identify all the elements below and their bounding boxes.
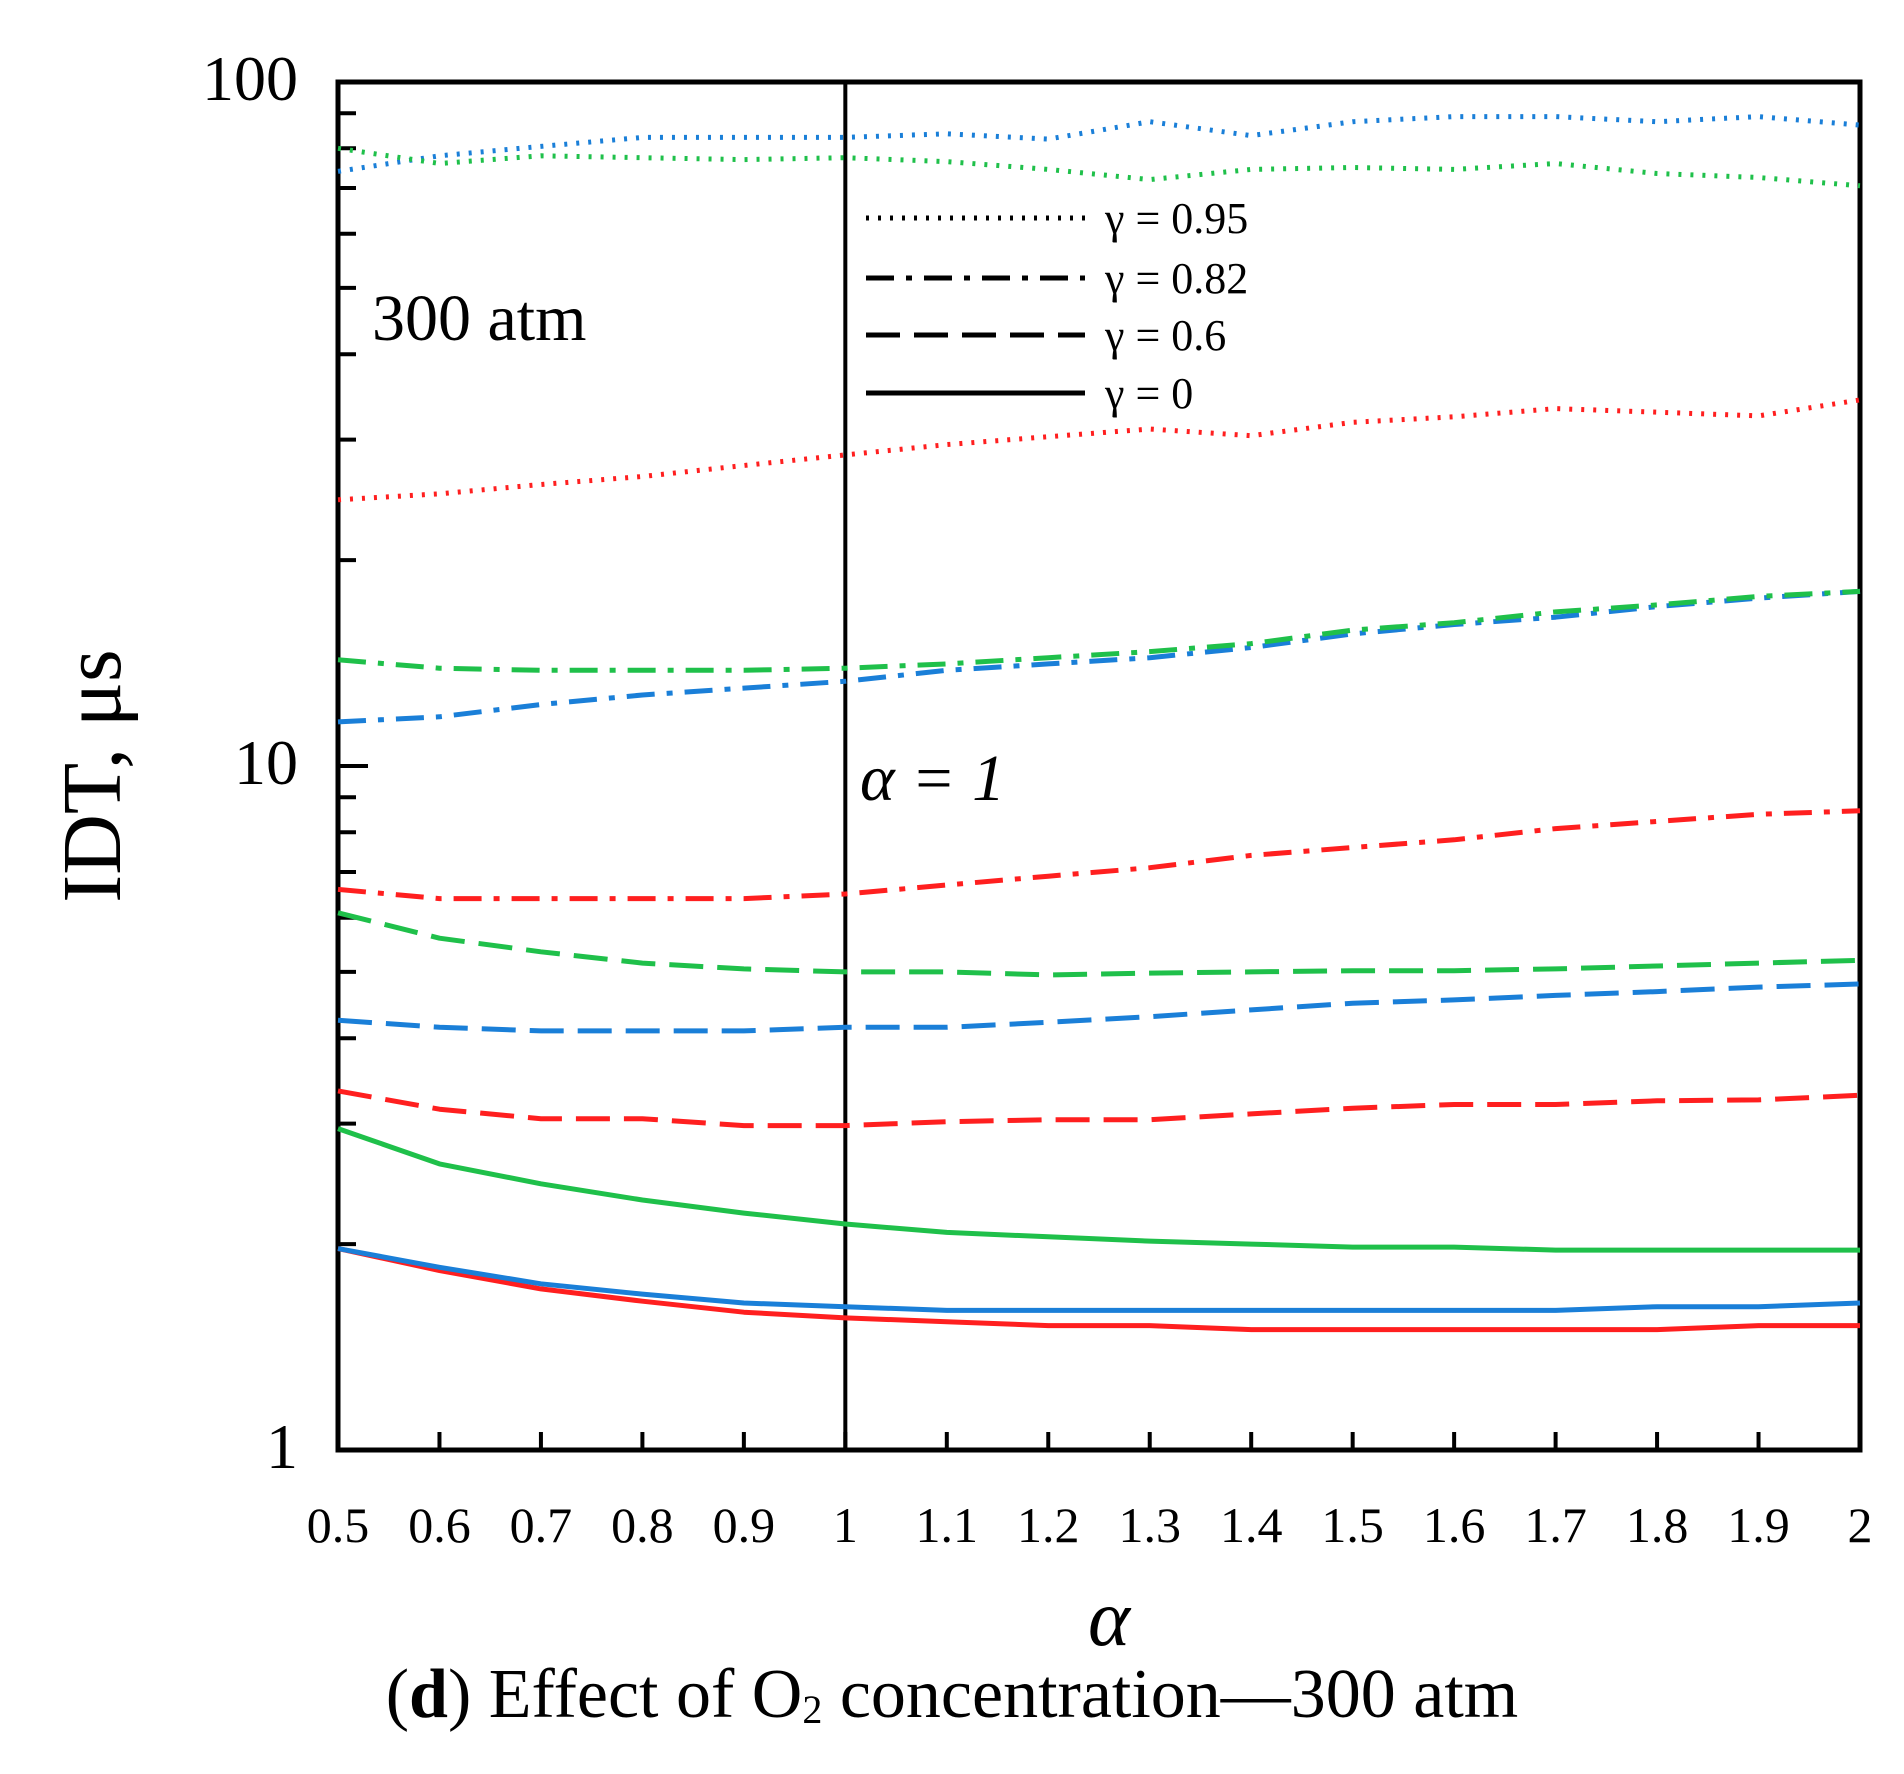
y-tick-label: 10	[234, 727, 298, 798]
x-tick-label: 1.9	[1727, 1497, 1790, 1553]
x-tick-label: 0.5	[307, 1497, 370, 1553]
x-tick-label: 1.7	[1524, 1497, 1587, 1553]
caption-close-paren: )	[447, 1656, 472, 1733]
series-group	[337, 114, 1861, 1333]
series-line-red-dotted	[337, 397, 1861, 503]
legend-label: γ = 0	[1104, 369, 1193, 418]
alpha-annotation: α = 1	[860, 742, 1005, 815]
idt-chart: γ = 0.95γ = 0.82γ = 0.6γ = 0 0.5 0.6 0.7 0.…	[46, 43, 1873, 1650]
x-tick-label: 0.9	[713, 1497, 776, 1553]
series-line-green-dashed	[337, 910, 1861, 978]
series-line-green-solid	[337, 1126, 1860, 1253]
labels: 0.5 0.6 0.7 0.8 0.9 1 1.1 1.2 1.3 1.4 1.5 1.6 1.7 1.8…	[46, 43, 1873, 1650]
series-line-blue-dashed	[337, 981, 1861, 1034]
legend: γ = 0.95 γ = 0.82 γ = 0.6 γ = 0	[866, 194, 1248, 418]
pressure-annotation: 300 atm	[372, 282, 586, 355]
y-tick-label: 100	[202, 43, 298, 114]
x-tick-label: 1.4	[1220, 1497, 1283, 1553]
series-line-red-dashed	[337, 1088, 1861, 1129]
series-line-red-solid	[337, 1246, 1860, 1333]
x-tick-label: 1.2	[1017, 1497, 1080, 1553]
legend-label: γ = 0.95	[1104, 194, 1248, 243]
series-line-green-dash-dot	[337, 588, 1861, 673]
series-line-red-dash-dot	[337, 808, 1861, 902]
series-line-blue-solid	[337, 1246, 1861, 1313]
x-tick-label: 0.8	[611, 1497, 674, 1553]
series-line-blue-dash-dot	[337, 588, 1861, 725]
caption-text: Effect of O	[488, 1656, 803, 1733]
legend-label: γ = 0.82	[1104, 254, 1248, 303]
legend-label: γ = 0.6	[1104, 311, 1226, 360]
series-line-blue-dotted	[337, 114, 1861, 174]
caption-text-rest: concentration—300 atm	[839, 1656, 1519, 1733]
y-axis-label: IDT, μs	[46, 649, 139, 902]
x-tick-label: 1	[833, 1497, 858, 1553]
x-tick-label: 0.6	[408, 1497, 471, 1553]
x-tick-label: 1.6	[1423, 1497, 1486, 1553]
x-tick-label: 1.3	[1118, 1497, 1181, 1553]
x-axis-label: α	[1088, 1575, 1132, 1650]
caption-open-paren: (	[385, 1656, 410, 1733]
caption-panel-letter: d	[409, 1656, 448, 1733]
y-tick-label: 1	[266, 1411, 298, 1482]
x-tick-label: 1.5	[1321, 1497, 1384, 1553]
series-line-green-dotted	[337, 145, 1861, 189]
x-tick-label: 1.1	[916, 1497, 979, 1553]
caption-subscript: 2	[802, 1687, 823, 1732]
x-tick-label: 2	[1848, 1497, 1873, 1553]
x-tick-label: 0.7	[510, 1497, 573, 1553]
figure-caption: (d) Effect of O2 concentration—300 atm	[0, 1655, 1904, 1735]
x-tick-label: 1.8	[1626, 1497, 1689, 1553]
